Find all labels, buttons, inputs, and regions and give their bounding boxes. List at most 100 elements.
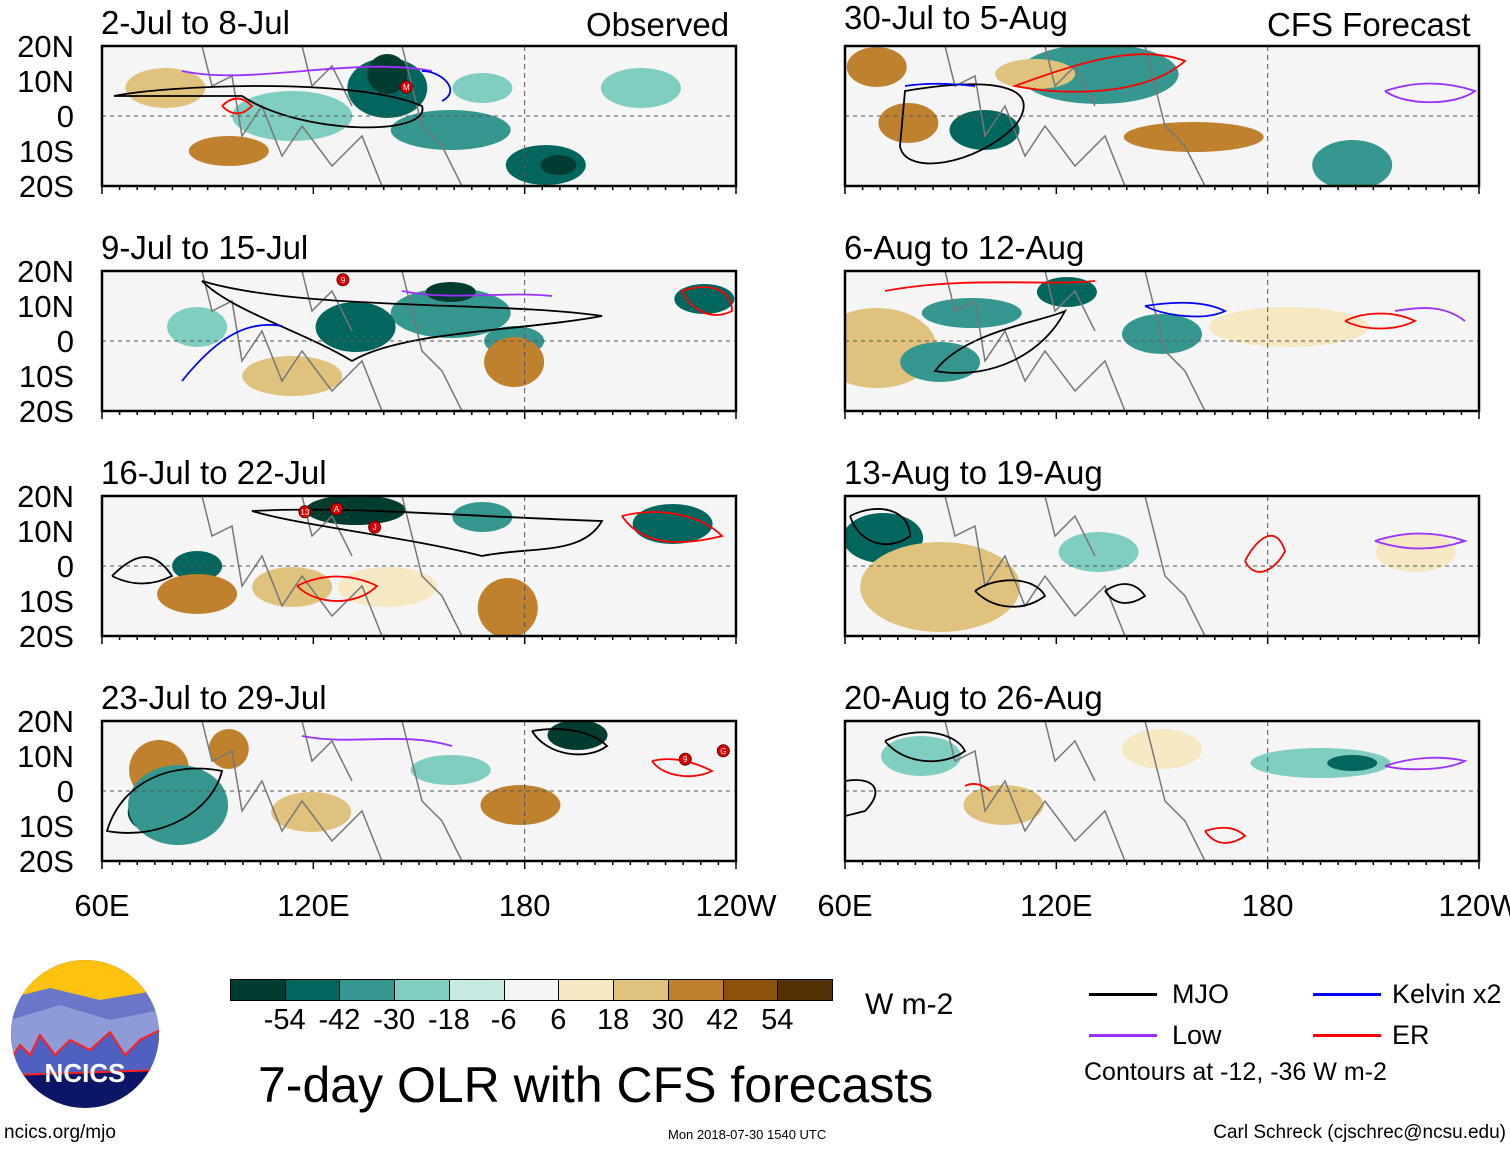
olr-anomaly-region (157, 574, 238, 614)
panel-title: 20-Aug to 26-Aug (844, 679, 1103, 716)
olr-anomaly-region (547, 721, 608, 750)
wave-contour (1011, 53, 1187, 93)
lon-tick-label: 180 (1241, 888, 1294, 923)
olr-anomaly-region (878, 103, 939, 143)
lat-tick-label: 20S (18, 169, 74, 204)
lat-tick-label: 10S (18, 134, 74, 169)
wave-contour (974, 579, 1047, 608)
legend-swatch-low (1089, 1034, 1157, 1037)
wave-contour (904, 82, 976, 87)
colorbar-label: 30 (651, 1004, 684, 1036)
wave-contour (1144, 301, 1228, 318)
legend-swatch-er (1313, 1034, 1381, 1037)
colorbar-swatch (284, 979, 341, 1001)
storm-marker: J (368, 520, 382, 534)
olr-anomaly-region (477, 578, 538, 636)
colorbar-swatch (777, 979, 833, 1001)
contour-note: Contours at -12, -36 W m-2 (1084, 1058, 1387, 1086)
lat-tick-label: 20N (17, 479, 74, 514)
ncics-logo: NCICS (11, 960, 159, 1108)
wave-contour (201, 280, 603, 363)
svg-text:A: A (334, 505, 340, 514)
wave-contour (181, 323, 283, 382)
olr-anomaly-region (846, 47, 907, 87)
colorbar-label: -54 (263, 1004, 306, 1036)
colorbar-label: -42 (318, 1004, 361, 1036)
coastline (201, 271, 463, 411)
olr-anomaly-region (232, 91, 353, 141)
olr-anomaly-region (242, 356, 343, 396)
wave-contour (964, 783, 991, 792)
wave-contour (1374, 532, 1468, 550)
olr-map-panel: 9G (100, 719, 738, 869)
olr-anomaly-region (1018, 46, 1179, 104)
lat-tick-label: 10S (18, 584, 74, 619)
olr-anomaly-region (1123, 122, 1264, 152)
lat-tick-label: 0 (56, 99, 74, 134)
lon-tick-label: 120E (1020, 888, 1093, 923)
olr-anomaly-region (271, 792, 352, 832)
colorbar-label: -30 (373, 1004, 416, 1036)
legend-label-mjo: MJO (1172, 979, 1229, 1009)
olr-anomaly-region (425, 282, 476, 302)
lat-tick-label: 20S (18, 394, 74, 429)
olr-anomaly-region (480, 785, 561, 825)
olr-map-panel (843, 44, 1481, 194)
olr-anomaly-region (632, 504, 713, 544)
olr-map-panel: 13 A J (100, 494, 738, 644)
olr-anomaly-region (125, 68, 206, 108)
colorbar-label: 18 (596, 1004, 630, 1036)
coastline (944, 721, 1206, 861)
lat-tick-label: 20N (17, 29, 74, 64)
olr-anomaly-region (208, 729, 249, 769)
footer-url[interactable]: ncics.org/mjo (4, 1122, 116, 1143)
wave-contour (251, 508, 604, 557)
wave-contour (621, 511, 724, 543)
olr-anomaly-region (484, 337, 545, 387)
units-label: W m-2 (865, 988, 954, 1021)
coastline (201, 46, 463, 186)
olr-anomaly-region (674, 284, 735, 314)
colorbar-label: -18 (427, 1004, 470, 1036)
colorbar-swatch (613, 979, 669, 1001)
olr-anomaly-region (963, 785, 1044, 825)
lon-tick-label: 180 (498, 888, 551, 923)
lon-tick-label: 60E (817, 888, 873, 923)
olr-anomaly-region (1122, 729, 1202, 769)
olr-anomaly-region (337, 567, 438, 607)
olr-anomaly-region (900, 342, 981, 382)
olr-anomaly-region (452, 73, 513, 103)
lat-tick-label: 0 (56, 549, 74, 584)
legend-label-er: ER (1392, 1020, 1430, 1050)
coastline (944, 46, 1206, 186)
olr-anomaly-region (860, 542, 1021, 632)
svg-text:9: 9 (683, 755, 688, 764)
olr-anomaly-region (128, 765, 229, 845)
lat-tick-label: 0 (56, 324, 74, 359)
wave-contour (849, 508, 911, 545)
lat-tick-label: 10N (17, 739, 74, 774)
olr-map-panel (843, 719, 1481, 869)
olr-map-panel (843, 269, 1481, 419)
wave-contour (421, 70, 452, 102)
coastline (944, 271, 1206, 411)
svg-text:J: J (373, 523, 377, 532)
olr-anomaly-region (390, 288, 511, 338)
storm-marker: 9 (678, 752, 692, 766)
forecast-label: CFS Forecast (1267, 6, 1471, 43)
wave-contour (1384, 756, 1468, 771)
storm-marker: 9 (336, 273, 350, 287)
legend-label-low: Low (1172, 1020, 1222, 1050)
olr-map-panel: 9 (100, 269, 738, 419)
lat-tick-label: 10N (17, 289, 74, 324)
storm-marker: G (716, 744, 730, 758)
colorbar-swatch (394, 979, 450, 1001)
panel-title: 6-Aug to 12-Aug (844, 229, 1085, 266)
olr-anomaly-region (1122, 314, 1202, 354)
legend-swatch-mjo (1089, 993, 1157, 996)
lat-tick-label: 20N (17, 704, 74, 739)
svg-text:M: M (403, 83, 410, 92)
olr-map-panel: M (100, 44, 738, 194)
lon-tick-label: 120E (277, 888, 350, 923)
wave-contour (845, 779, 877, 817)
